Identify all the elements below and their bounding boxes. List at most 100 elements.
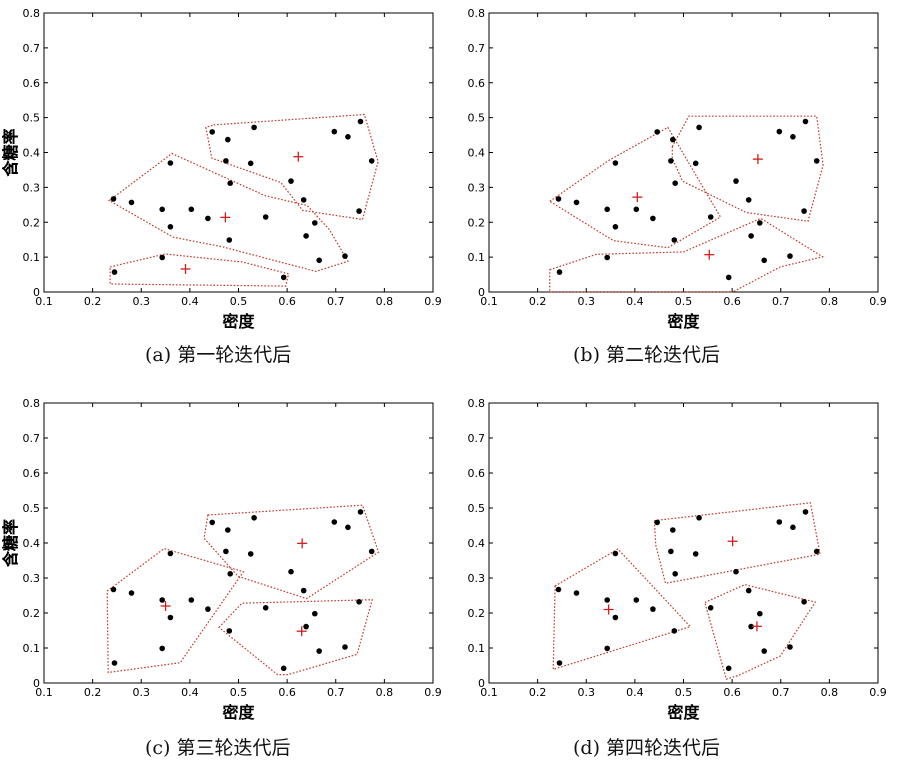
x-tick-label: 0.5 — [675, 295, 693, 308]
x-tick-label: 0.7 — [772, 686, 790, 699]
data-point — [555, 586, 562, 593]
y-tick-label: 0.5 — [468, 112, 486, 125]
axes-frame — [488, 402, 879, 684]
data-point — [671, 237, 678, 243]
cluster-hull-2 — [671, 115, 824, 222]
cluster-hull-2 — [205, 113, 379, 221]
y-tick-label: 0.4 — [468, 147, 486, 160]
data-point — [128, 590, 135, 596]
x-tick-label: 0.2 — [84, 686, 102, 699]
data-point — [790, 134, 796, 140]
data-point — [345, 524, 351, 531]
data-point — [696, 124, 702, 131]
axes-frame — [43, 402, 434, 684]
y-tick-label: 0.3 — [23, 572, 41, 585]
x-tick-label: 0.8 — [376, 686, 394, 699]
y-tick-label: 0.1 — [23, 251, 41, 264]
data-point — [227, 571, 233, 577]
y-tick-label: 0.3 — [468, 572, 486, 585]
data-point — [633, 206, 640, 213]
centroid-marker — [293, 151, 304, 162]
data-point — [801, 208, 807, 214]
data-point — [787, 253, 793, 259]
data-point — [801, 599, 807, 605]
panel-c: 0.1 0.2 0.3 0.4 0.5 0.6 0.7 0.8 0.900.10.20.30.4… — [1, 397, 442, 722]
data-point — [748, 623, 754, 630]
data-point — [111, 660, 118, 666]
data-point — [300, 197, 307, 203]
centroid-marker — [296, 626, 307, 637]
data-point — [813, 548, 820, 555]
data-point — [225, 527, 231, 533]
x-tick-label: 0.2 — [529, 686, 547, 699]
centroid-marker — [160, 601, 171, 611]
x-axis-label: 密度 — [221, 312, 255, 331]
data-point — [813, 158, 820, 164]
y-tick-label: 0.6 — [468, 77, 486, 90]
data-point — [612, 550, 619, 557]
x-tick-label: 0.1 — [35, 686, 53, 699]
data-point — [288, 568, 294, 575]
data-point — [205, 215, 211, 222]
y-tick-label: 0.2 — [23, 607, 41, 620]
x-tick-label: 0.3 — [578, 295, 596, 308]
data-point — [668, 158, 674, 164]
data-point — [556, 269, 563, 275]
data-point — [223, 158, 229, 164]
y-axis-label: 含糖率 — [1, 128, 20, 176]
y-tick-label: 0 — [33, 286, 40, 299]
centroid-marker — [180, 263, 191, 274]
x-tick-label: 0.5 — [230, 686, 248, 699]
data-point — [226, 628, 233, 634]
data-point — [110, 586, 117, 593]
x-tick-label: 0.5 — [675, 686, 693, 699]
data-point — [604, 206, 610, 213]
data-point — [654, 129, 660, 135]
caption-c: (c) 第三轮迭代后 — [145, 737, 291, 759]
x-tick-label: 0.8 — [821, 686, 839, 699]
caption-a: (a) 第一轮迭代后 — [145, 344, 292, 366]
cluster-hull-3 — [218, 599, 373, 676]
data-point — [262, 605, 269, 611]
data-point — [288, 178, 294, 184]
y-tick-label: 0.2 — [468, 607, 486, 620]
data-point — [251, 124, 257, 131]
x-tick-label: 0.6 — [278, 295, 296, 308]
y-tick-label: 0.1 — [468, 251, 486, 264]
data-point — [668, 548, 674, 555]
data-point — [776, 128, 783, 135]
data-point — [745, 197, 752, 203]
x-tick-label: 0.1 — [35, 295, 53, 308]
data-point — [357, 118, 364, 125]
data-point — [650, 606, 656, 612]
data-point — [303, 233, 309, 239]
centroid-marker — [727, 536, 738, 547]
data-point — [604, 254, 610, 261]
cluster-hull-1 — [108, 152, 349, 273]
y-axis-label: 含糖率 — [1, 519, 20, 567]
data-point — [331, 519, 338, 525]
centroid-marker — [752, 154, 763, 165]
data-point — [312, 220, 318, 226]
y-tick-label: 0 — [478, 286, 485, 299]
x-axis-label: 密度 — [221, 703, 255, 722]
data-point — [761, 648, 767, 654]
data-point — [345, 134, 351, 140]
data-point — [159, 597, 165, 603]
data-point — [331, 128, 338, 135]
y-tick-label: 0.8 — [468, 397, 486, 410]
x-tick-label: 0.7 — [327, 686, 345, 699]
y-tick-label: 0 — [478, 677, 485, 690]
y-tick-label: 0.3 — [468, 181, 486, 194]
y-tick-label: 0.8 — [468, 7, 486, 20]
y-tick-label: 0.6 — [23, 77, 41, 90]
cluster-hull-1 — [548, 126, 722, 249]
data-point — [696, 515, 702, 521]
data-point — [128, 199, 135, 206]
x-axis-label: 密度 — [666, 312, 700, 331]
caption-d: (d) 第四轮迭代后 — [573, 737, 721, 759]
panel-a: 0.1 0.2 0.3 0.4 0.5 0.6 0.7 0.8 0.900.10.20.30.4… — [1, 7, 442, 331]
data-point — [188, 597, 195, 603]
y-tick-label: 0.4 — [23, 537, 41, 550]
